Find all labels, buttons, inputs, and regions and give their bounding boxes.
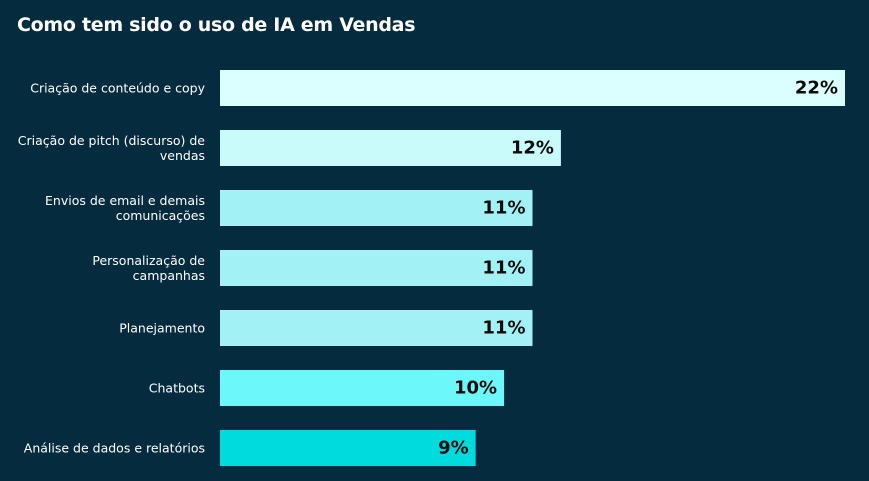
value-label-6: 9% — [438, 438, 469, 459]
category-label-3: Personalização de campanhas — [92, 253, 205, 283]
category-label-2: Envios de email e demais comunicações — [45, 193, 205, 223]
value-label-4: 11% — [482, 318, 525, 339]
value-label-1: 12% — [511, 138, 554, 159]
bar-6 — [220, 430, 476, 466]
category-label-0: Criação de conteúdo e copy — [30, 81, 205, 96]
bar-5 — [220, 370, 505, 406]
bar-1 — [220, 130, 561, 166]
bar-3 — [220, 250, 533, 286]
bar-4 — [220, 310, 533, 346]
bar-2 — [220, 190, 533, 226]
category-label-1: Criação de pitch (discurso) de vendas — [18, 133, 206, 163]
value-label-3: 11% — [482, 258, 525, 279]
value-label-0: 22% — [795, 78, 838, 99]
category-label-5: Chatbots — [149, 381, 205, 396]
value-label-2: 11% — [482, 198, 525, 219]
bar-0 — [220, 70, 845, 106]
category-label-6: Análise de dados e relatórios — [24, 441, 205, 456]
chart-title: Como tem sido o uso de IA em Vendas — [17, 14, 416, 36]
value-label-5: 10% — [454, 378, 497, 399]
category-label-4: Planejamento — [119, 321, 205, 336]
